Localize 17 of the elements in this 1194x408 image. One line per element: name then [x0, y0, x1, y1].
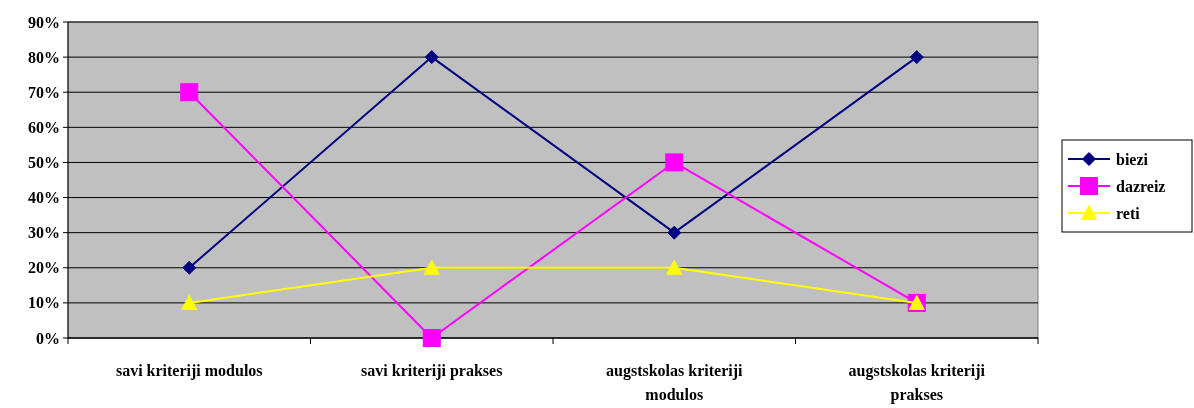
x-tick-label: augstskolas kriteriji prakses: [848, 362, 986, 404]
legend-label: dazreiz: [1116, 177, 1166, 195]
y-tick-label: 30%: [28, 224, 60, 242]
y-tick-label: 50%: [28, 154, 60, 172]
legend-label: reti: [1116, 204, 1141, 222]
y-tick-label: 80%: [28, 48, 60, 66]
y-tick-label: 60%: [28, 118, 60, 136]
y-tick-label: 70%: [28, 83, 60, 101]
y-tick-label: 0%: [36, 329, 60, 347]
y-tick-label: 20%: [28, 259, 60, 277]
x-tick-label: savi kriteriji prakses: [361, 362, 503, 380]
x-tick-label: savi kriteriji modulos: [115, 362, 263, 380]
y-tick-label: 10%: [28, 294, 60, 312]
x-tick-label: augstskolas kriteriji modulos: [606, 362, 744, 403]
y-tick-label: 40%: [28, 189, 60, 207]
y-tick-label: 90%: [28, 13, 60, 31]
legend-label: biezi: [1116, 150, 1149, 168]
